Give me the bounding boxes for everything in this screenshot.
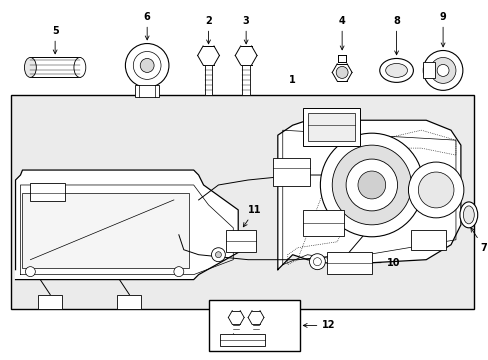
Circle shape — [436, 64, 448, 76]
Circle shape — [174, 267, 183, 276]
Circle shape — [429, 58, 455, 84]
Bar — [30, 183, 65, 201]
Text: 12: 12 — [303, 320, 335, 330]
Bar — [208, 300, 299, 351]
Circle shape — [423, 50, 462, 90]
Ellipse shape — [24, 58, 36, 77]
Bar — [302, 210, 344, 236]
Bar — [302, 108, 359, 146]
Text: 6: 6 — [143, 12, 150, 40]
Ellipse shape — [459, 202, 477, 228]
Circle shape — [309, 254, 325, 270]
Circle shape — [331, 145, 410, 225]
Ellipse shape — [379, 58, 412, 82]
Polygon shape — [16, 170, 243, 280]
Circle shape — [313, 258, 321, 266]
Polygon shape — [277, 120, 460, 270]
Bar — [30, 58, 80, 77]
Bar — [423, 62, 434, 78]
Bar — [226, 230, 256, 252]
Circle shape — [215, 252, 221, 258]
Text: 8: 8 — [392, 15, 399, 55]
Circle shape — [211, 248, 225, 262]
Bar — [117, 294, 141, 309]
Bar — [272, 158, 310, 186]
Text: 1: 1 — [289, 75, 295, 85]
Circle shape — [336, 67, 347, 78]
Text: 5: 5 — [52, 26, 59, 54]
Text: 2: 2 — [205, 15, 211, 44]
Bar — [204, 66, 212, 95]
Bar — [22, 193, 188, 268]
Text: 7: 7 — [470, 228, 487, 253]
Circle shape — [346, 159, 397, 211]
Ellipse shape — [463, 206, 473, 224]
Circle shape — [407, 162, 463, 218]
Text: 3: 3 — [242, 15, 249, 44]
Circle shape — [25, 267, 35, 276]
Circle shape — [320, 133, 423, 237]
Text: 4: 4 — [338, 15, 345, 50]
Bar — [220, 334, 264, 346]
Circle shape — [133, 51, 161, 80]
Ellipse shape — [74, 58, 85, 77]
Ellipse shape — [385, 63, 407, 77]
Bar — [11, 95, 473, 310]
Circle shape — [357, 171, 385, 199]
Bar — [38, 294, 62, 309]
Circle shape — [125, 44, 168, 87]
Bar — [326, 252, 371, 274]
Bar — [410, 230, 445, 250]
Bar — [135, 85, 159, 97]
Circle shape — [140, 58, 154, 72]
Bar — [307, 113, 354, 141]
Text: 9: 9 — [439, 12, 446, 47]
Text: 10: 10 — [330, 258, 399, 268]
Text: 11: 11 — [243, 205, 261, 227]
Circle shape — [418, 172, 453, 208]
Bar — [242, 66, 249, 95]
